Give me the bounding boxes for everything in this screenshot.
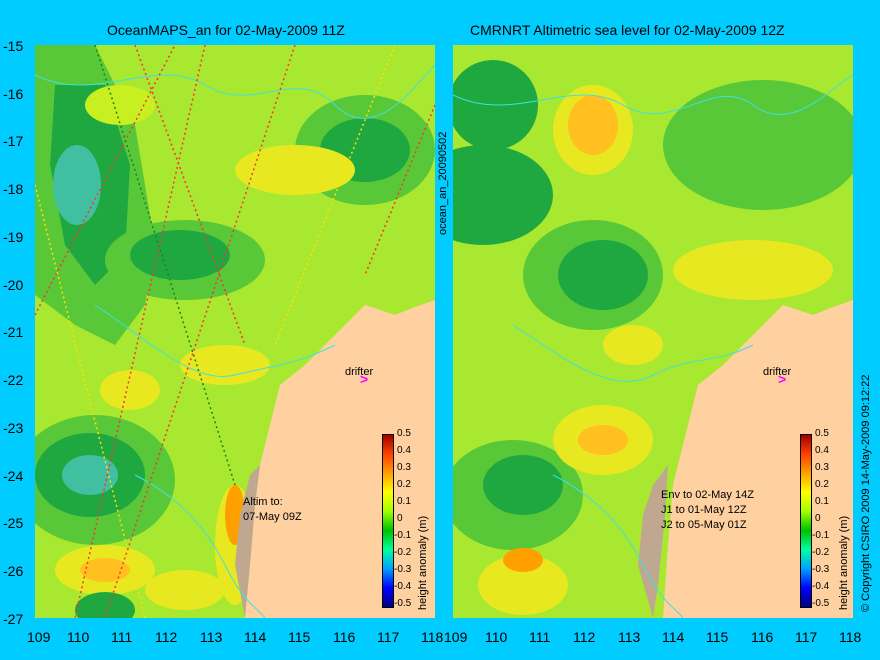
y-tick: -24 [3,468,24,484]
x-tick: 112 [573,629,596,645]
y-tick: -26 [3,563,24,579]
y-tick: -17 [3,133,24,149]
colorbar-tick: 0.1 [815,496,829,507]
colorbar-tick: 0.3 [397,462,411,473]
right-colorbar [800,434,812,608]
y-tick: -23 [3,420,24,436]
colorbar-tick: -0.2 [812,547,830,558]
drifter-arrow: > [360,371,369,387]
right-colorbar-title: height anomaly (m) [838,515,850,610]
y-tick: -15 [3,38,24,54]
x-tick: 117 [377,629,400,645]
x-tick: 110 [67,629,90,645]
x-tick: 109 [444,629,468,645]
y-tick: -18 [3,181,24,197]
y-tick: -21 [3,324,24,340]
left-colorbar [382,434,394,608]
x-tick: 118 [421,629,444,645]
y-tick: -27 [3,611,24,627]
left-map-title: OceanMAPS_an for 02-May-2009 11Z [107,22,345,38]
y-tick: -25 [3,515,24,531]
x-tick: 115 [706,629,729,645]
x-tick: 117 [795,629,818,645]
x-tick: 113 [618,629,641,645]
drifter-label: drifter [345,366,374,378]
colorbar-tick: 0.1 [397,496,411,507]
x-tick: 111 [529,629,551,645]
x-tick: 111 [111,629,133,645]
colorbar-tick: -0.5 [394,598,412,609]
colorbar-tick: 0.3 [815,462,829,473]
x-tick: 109 [27,629,51,645]
colorbar-tick: -0.4 [812,581,830,592]
left-map: drifter > Altim to: 07-May 09Z [35,45,435,618]
drifter-arrow: > [778,371,787,387]
x-tick: 113 [200,629,223,645]
altimetry-note: Altim to: 07-May 09Z [243,496,302,523]
colorbar-tick: 0 [397,513,403,524]
colorbar-tick: -0.3 [812,564,830,575]
left-sea-height-field [35,45,435,618]
x-tick: 116 [333,629,356,645]
y-tick: -22 [3,372,24,388]
y-tick: -16 [3,86,24,102]
colorbar-tick: 0.4 [815,445,829,456]
y-tick: -19 [3,229,24,245]
x-tick: 114 [662,629,685,645]
x-tick: 115 [288,629,311,645]
right-sea-height-field [453,45,853,618]
altimetry-note: Env to 02-May 14Z J1 to 01-May 12Z J2 to… [661,489,754,531]
drifter-label: drifter [763,366,792,378]
colorbar-tick: 0 [815,513,821,524]
colorbar-tick: 0.4 [397,445,411,456]
x-tick: 112 [155,629,178,645]
colorbar-tick: 0.2 [397,479,411,490]
right-map: drifter > Env to 02-May 14Z J1 to 01-May… [453,45,853,618]
x-tick: 118 [839,629,862,645]
colorbar-tick: -0.5 [812,598,830,609]
y-tick: -20 [3,277,24,293]
colorbar-tick: -0.4 [394,581,412,592]
colorbar-tick: -0.2 [394,547,412,558]
colorbar-tick: 0.5 [815,428,829,439]
copyright-label: © Copyright CSIRO 2009 14-May-2009 09:12… [860,374,872,612]
colorbar-tick: 0.5 [397,428,411,439]
x-tick: 110 [485,629,508,645]
x-tick: 116 [751,629,774,645]
right-map-title: CMRNRT Altimetric sea level for 02-May-2… [470,22,785,38]
colorbar-tick: 0.2 [815,479,829,490]
left-colorbar-title: height anomaly (m) [417,515,429,610]
colorbar-tick: -0.3 [394,564,412,575]
vertical-file-label: ocean_an_20090502 [437,131,449,235]
colorbar-tick: -0.1 [812,530,830,541]
colorbar-tick: -0.1 [394,530,412,541]
x-tick: 114 [244,629,267,645]
